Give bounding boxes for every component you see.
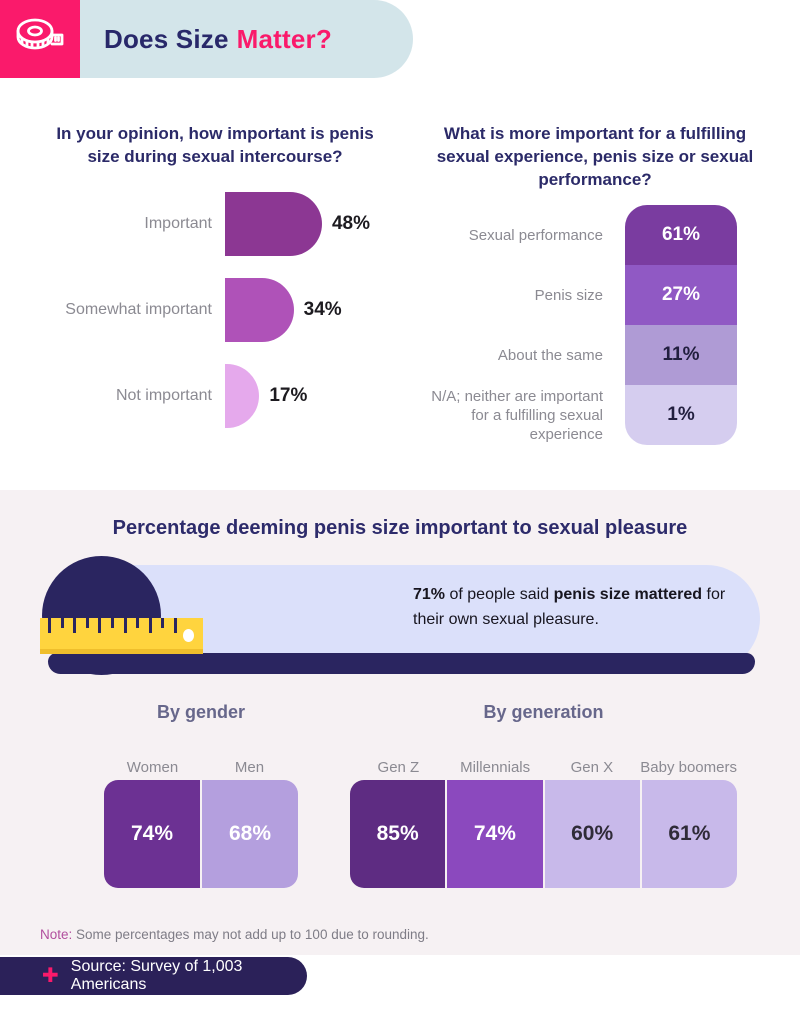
ruler-tick xyxy=(48,618,51,633)
pleasure-section-title: Percentage deeming penis size important … xyxy=(112,517,688,539)
stat-block-label: Baby boomers xyxy=(640,759,737,776)
segment-block: 1% xyxy=(625,385,737,445)
page-title-accent: Matter? xyxy=(236,23,332,54)
stat-block-value: 60% xyxy=(571,822,614,845)
ruler-tick xyxy=(136,618,140,628)
bar-label: Important xyxy=(144,215,212,232)
group-gender-heading: By gender xyxy=(156,702,246,722)
segment-value: 11% xyxy=(662,344,700,365)
stat-block-label: Women xyxy=(126,759,179,776)
bar-value: 34% xyxy=(303,299,342,320)
footnote-text: Some percentages may not add up to 100 d… xyxy=(72,927,429,942)
stat-block-value: 68% xyxy=(228,822,272,845)
stat-block: 60% xyxy=(544,780,640,888)
footnote-label: Note: xyxy=(40,927,73,942)
segment-value: 27% xyxy=(661,284,701,305)
ruler-tick xyxy=(173,618,177,633)
logo-box xyxy=(0,0,80,78)
stat-block: 74% xyxy=(447,780,543,888)
ruler-ticks xyxy=(40,618,203,633)
stat-block-value: 74% xyxy=(130,822,174,845)
group-by-generation: By generation Gen Z Millennials Gen X Baby … xyxy=(350,702,737,888)
stat-block: 68% xyxy=(202,780,298,888)
chart-importance-title: In your opinion, how important is penis … xyxy=(56,124,374,166)
stat-block: 85% xyxy=(350,780,446,888)
bar-value: 17% xyxy=(269,385,308,406)
plus-icon: ✚ xyxy=(42,965,59,987)
fulfilling-segments: Sexual performance 61% Penis size 27% About … xyxy=(420,205,770,445)
tape-measure-icon xyxy=(14,15,66,64)
importance-bar-row: Not important 17% xyxy=(30,364,400,428)
ruler-tick xyxy=(60,618,64,628)
importance-bar-row: Important 48% xyxy=(30,192,400,256)
group-generation-heading: By generation xyxy=(483,702,604,722)
bar-shape xyxy=(225,364,260,428)
segment-block: 11% xyxy=(625,325,737,385)
bar-label: Not important xyxy=(115,387,212,404)
stat-block-label: Gen Z xyxy=(377,759,420,776)
source-text: Source: Survey of 1,003 Americans xyxy=(70,958,243,993)
page-title: Does Size Matter? xyxy=(104,0,332,78)
gender-blocks: 74% 68% xyxy=(104,780,298,888)
fulfilling-segment-row: Sexual performance 61% xyxy=(420,205,770,265)
generation-blocks: 85% 74% 60% 61% xyxy=(350,780,737,888)
source-badge: ✚ Source: Survey of 1,003 Americans xyxy=(0,957,307,995)
stat-callout: 71% of people said penis size mattered f… xyxy=(40,556,760,680)
ruler-tick xyxy=(123,618,127,633)
chart-fulfilling-title: What is more important for a fulfilling … xyxy=(436,124,754,189)
callout-bottom-strip xyxy=(48,653,755,674)
generation-labels: Gen Z Millennials Gen X Baby boomers xyxy=(350,739,737,777)
segment-value: 1% xyxy=(667,404,695,425)
bar-label: Somewhat important xyxy=(65,301,212,318)
stat-block-value: 61% xyxy=(668,822,711,845)
segment-block: 27% xyxy=(625,265,737,325)
callout-text: 71% of people said penis size mattered f… xyxy=(413,582,758,632)
gender-labels: Women Men xyxy=(104,739,298,777)
ruler-tick xyxy=(98,618,102,633)
bar-shape xyxy=(225,278,294,342)
stat-block-value: 74% xyxy=(473,822,516,845)
bar-shape xyxy=(225,192,322,256)
stat-block-label: Men xyxy=(234,759,265,776)
importance-bar-row: Somewhat important 34% xyxy=(30,278,400,342)
segment-label: Penis size xyxy=(534,286,603,304)
stat-block: 74% xyxy=(104,780,200,888)
group-by-gender: By gender Women Men 74% 68% xyxy=(104,702,298,888)
callout-text-bold: penis size mattered xyxy=(553,586,703,603)
stat-block-label: Millennials xyxy=(460,759,531,776)
segment-label: N/A; neither are important for a fulfill… xyxy=(431,387,603,443)
callout-text-mid: of people said xyxy=(445,586,554,603)
callout-text-end: for their own sexual pleasure. xyxy=(413,586,726,628)
fulfilling-segment-row: N/A; neither are important for a fulfill… xyxy=(420,385,770,445)
ruler-dot xyxy=(183,629,194,642)
ruler-tick xyxy=(110,618,114,628)
ruler-tick xyxy=(161,618,165,628)
stat-block-label: Gen X xyxy=(570,759,614,776)
fulfilling-segment-row: About the same 11% xyxy=(420,325,770,385)
stat-block-value: 85% xyxy=(376,822,419,845)
page-title-primary: Does Size xyxy=(104,23,229,54)
chart-importance: In your opinion, how important is penis … xyxy=(30,122,400,450)
segment-block: 61% xyxy=(625,205,737,265)
ruler-tick xyxy=(85,618,89,628)
segment-label: About the same xyxy=(497,346,603,364)
ruler-tick xyxy=(73,618,77,633)
stat-block: 61% xyxy=(641,780,737,888)
ruler-illustration xyxy=(40,618,203,654)
importance-bars: Important 48% Somewhat important 34% Not imp… xyxy=(30,192,400,428)
footnote: Note: Some percentages may not add up to… xyxy=(40,927,429,942)
chart-fulfilling: What is more important for a fulfilling … xyxy=(420,122,770,445)
ruler-tick xyxy=(148,618,152,633)
callout-stat: 71% xyxy=(413,586,446,603)
segment-value: 61% xyxy=(661,224,701,245)
pleasure-section: Percentage deeming penis size important … xyxy=(0,490,800,955)
segment-label: Sexual performance xyxy=(468,226,603,244)
bar-value: 48% xyxy=(331,213,370,234)
fulfilling-segment-row: Penis size 27% xyxy=(420,265,770,325)
